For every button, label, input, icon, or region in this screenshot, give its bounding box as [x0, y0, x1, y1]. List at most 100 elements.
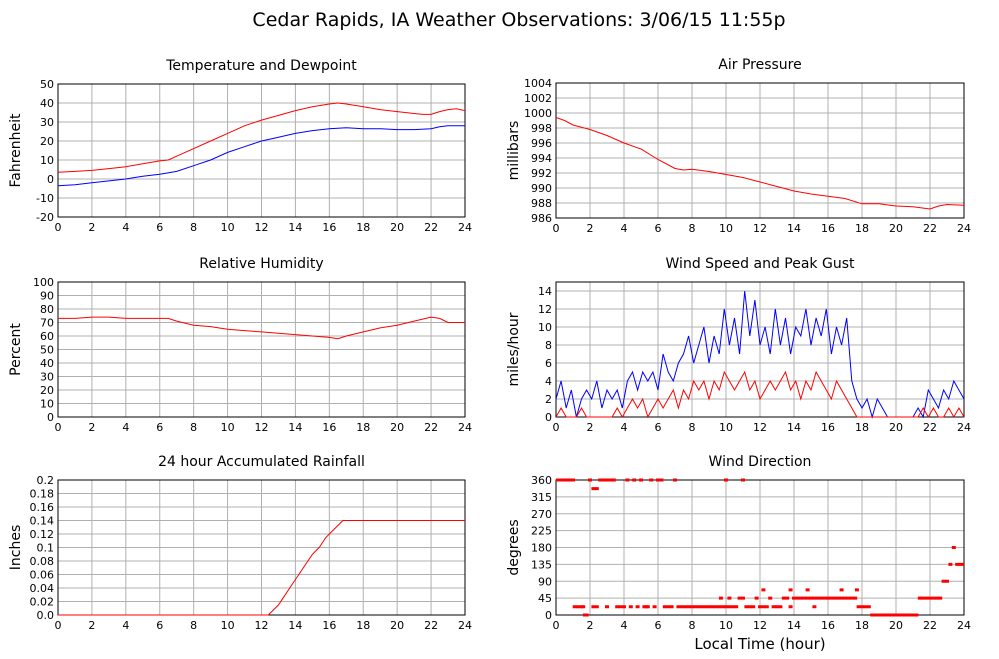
x-tick-label: 10	[719, 421, 733, 434]
data-point	[703, 605, 708, 609]
data-point	[693, 605, 698, 609]
y-tick-label: 0.0	[37, 609, 55, 622]
data-point	[635, 605, 640, 609]
data-point	[894, 613, 898, 617]
x-tick-label: 18	[855, 222, 869, 235]
x-tick-label: 6	[655, 222, 662, 235]
data-point	[849, 596, 854, 600]
data-point	[581, 605, 586, 609]
y-tick-label: 0	[545, 609, 552, 622]
data-point	[785, 596, 790, 600]
chart-title: Wind Speed and Peak Gust	[666, 256, 855, 272]
data-point	[843, 596, 847, 600]
x-tick-label: 2	[88, 619, 95, 632]
data-point	[877, 613, 881, 617]
plot-frame	[555, 479, 965, 616]
x-tick-label: 18	[855, 619, 869, 632]
chart-title: Air Pressure	[718, 57, 801, 73]
data-point	[809, 596, 813, 600]
data-point	[846, 596, 851, 600]
data-point	[720, 605, 725, 609]
data-point	[883, 613, 888, 617]
y-tick-label: 14	[538, 285, 552, 298]
y-tick-label: 270	[531, 508, 552, 521]
data-point	[904, 613, 909, 617]
data-point	[560, 478, 565, 482]
x-tick-label: 0	[553, 222, 560, 235]
data-point	[815, 596, 820, 600]
y-tick-label: 0.14	[30, 515, 55, 528]
data-point	[788, 588, 793, 592]
series-line-0	[58, 316, 465, 340]
y-tick-label: 0	[47, 173, 54, 186]
page-title: Cedar Rapids, IA Weather Observations: 3…	[252, 9, 785, 31]
data-point	[717, 605, 722, 609]
y-tick-label: 0	[545, 411, 552, 424]
data-point	[754, 596, 759, 600]
x-tick-label: 16	[821, 421, 835, 434]
x-tick-label: 14	[787, 421, 801, 434]
y-tick-label: 0.2	[37, 474, 55, 487]
x-tick-label: 16	[322, 421, 336, 434]
data-point	[792, 596, 796, 600]
data-point	[611, 478, 616, 482]
x-tick-label: 20	[390, 421, 404, 434]
data-point	[853, 596, 858, 600]
data-point	[829, 596, 834, 600]
x-tick-label: 8	[689, 619, 696, 632]
data-point	[822, 596, 827, 600]
data-point	[914, 613, 919, 617]
x-tick-label: 24	[957, 421, 971, 434]
data-point	[962, 562, 964, 566]
x-tick-label: 6	[655, 421, 662, 434]
data-point	[673, 478, 677, 482]
data-point	[955, 562, 960, 566]
x-tick-label: 24	[957, 222, 971, 235]
data-point	[727, 596, 732, 600]
x-tick-label: 10	[719, 619, 733, 632]
data-point	[798, 596, 803, 600]
data-point	[764, 605, 769, 609]
y-tick-label: 1004	[524, 77, 552, 90]
data-point	[917, 596, 922, 600]
y-tick-label: 90	[538, 575, 552, 588]
y-tick-label: 996	[531, 137, 552, 150]
data-point	[686, 605, 691, 609]
y-tick-label: 90	[40, 290, 54, 303]
x-tick-label: 22	[923, 421, 937, 434]
data-point	[781, 596, 786, 600]
data-point	[839, 596, 844, 600]
x-tick-label: 0	[55, 221, 62, 234]
y-tick-label: 20	[40, 135, 54, 148]
y-tick-label: 315	[531, 491, 552, 504]
y-axis-label: Fahrenheit	[8, 113, 24, 188]
data-point	[866, 605, 871, 609]
data-point	[556, 478, 558, 482]
x-tick-label: 8	[190, 421, 197, 434]
data-point	[788, 605, 793, 609]
x-tick-label: 16	[322, 619, 336, 632]
data-point	[802, 596, 807, 600]
data-point	[598, 478, 603, 482]
data-point	[644, 605, 649, 609]
x-tick-label: 14	[288, 619, 302, 632]
data-point	[659, 478, 664, 482]
y-axis-label: Percent	[8, 323, 24, 376]
data-point	[887, 613, 892, 617]
data-point	[928, 596, 932, 600]
y-tick-label: 988	[531, 197, 552, 210]
data-point	[594, 487, 599, 491]
x-tick-label: 8	[689, 421, 696, 434]
data-point	[707, 605, 711, 609]
data-point	[761, 605, 766, 609]
data-point	[795, 596, 800, 600]
data-point	[744, 605, 749, 609]
data-point	[900, 613, 905, 617]
data-point	[870, 613, 875, 617]
y-tick-label: -10	[36, 192, 54, 205]
data-point	[836, 596, 841, 600]
data-point	[679, 605, 684, 609]
data-point	[683, 605, 688, 609]
x-tick-label: 20	[390, 619, 404, 632]
